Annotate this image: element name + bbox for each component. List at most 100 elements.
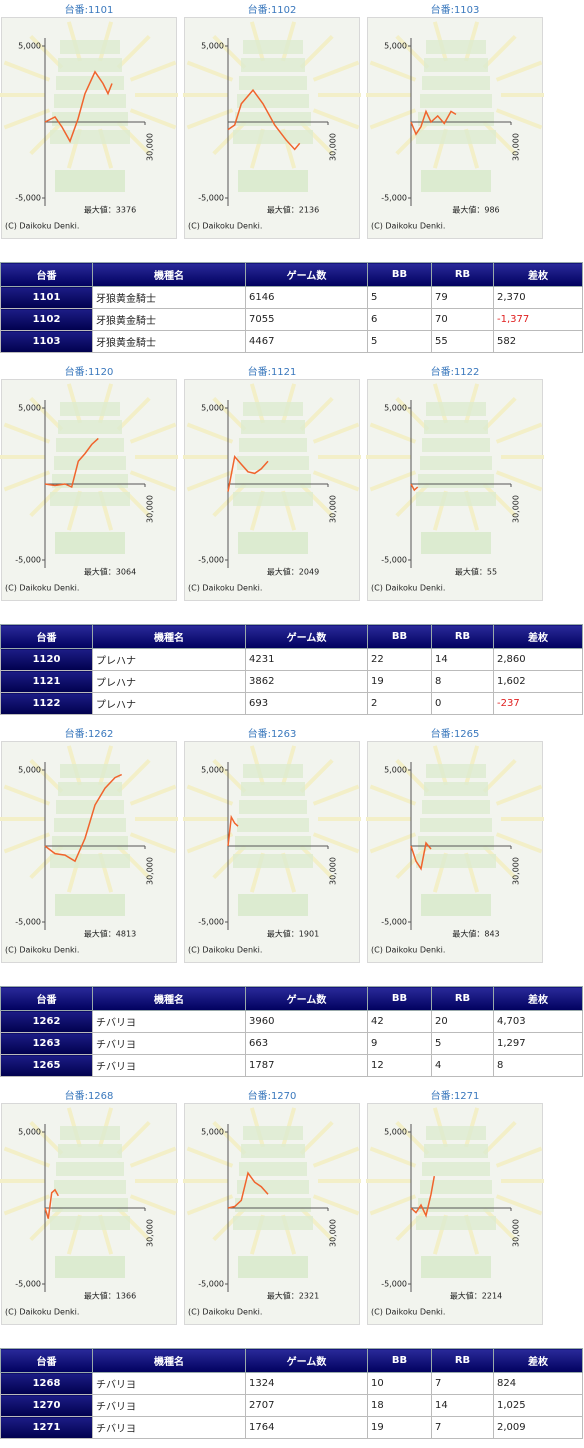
decor-ray [395,34,430,70]
data-table: 台番 機種名 ゲーム数 BB RB 差枚 1268 チバリヨ 1324 10 7 824 1270 チバリ… [0,1348,583,1439]
decor-ray [129,1146,177,1168]
x-tick-label: 30,000 [512,857,521,885]
table-cell: 6 [367,308,432,331]
header-cell: 台番 [0,1348,93,1373]
table-cell: 1764 [245,1416,368,1439]
decor-ray [3,422,51,444]
decor-stand [237,456,309,470]
table-row: 1262 チバリヨ 3960 42 20 4,703 [0,1010,583,1033]
table-row: 1270 チバリヨ 2707 18 14 1,025 [0,1394,583,1417]
table-cell: 牙狼黄金騎士 [92,286,246,309]
decor-ray [29,396,64,432]
decor-ray [212,758,247,794]
decor-ray [212,120,247,156]
header-cell: ゲーム数 [245,1348,368,1373]
table-cell: 7055 [245,308,368,331]
machine-number: 1101 [0,286,93,309]
slump-line [44,437,99,489]
decor-ray [482,482,517,518]
decor-ray [299,1206,334,1242]
decor-stand [237,94,309,108]
graph-title: 台番:1103 [431,3,480,16]
decor-stand [243,402,303,416]
machine-number: 1122 [0,692,93,715]
copyright: (C) Daikoku Denki. [188,1308,262,1317]
decor-ray [482,1120,517,1156]
table-cell: 6146 [245,286,368,309]
decor-stand [243,1126,303,1140]
decor-field [238,532,308,554]
decor-stand [50,130,130,144]
table-row: 1271 チバリヨ 1764 19 7 2,009 [0,1416,583,1439]
machine-number: 1268 [0,1372,93,1395]
decor-stand [424,58,488,72]
slump-line [44,773,123,863]
decor-stand [239,800,307,814]
max-value: 最大値：4813 [84,929,136,939]
copyright: (C) Daikoku Denki. [5,584,79,593]
decor-ray [116,758,151,794]
decor-ray [312,108,360,130]
table-cell: 8 [431,670,494,693]
table-cell: チバリヨ [92,1032,246,1055]
decor-stand [418,474,494,488]
graph-frame [1,17,177,239]
decor-ray [3,470,51,492]
decor-stand [416,130,496,144]
max-value: 最大値：2321 [267,1291,319,1301]
decor-ray [495,108,543,130]
decor-ray [495,1146,543,1168]
header-row: 台番 機種名 ゲーム数 BB RB 差枚 [0,262,583,287]
graph-title: 台番:1268 [65,1089,114,1102]
decor-ray [299,1120,334,1156]
machine-number: 1120 [0,648,93,671]
decor-ray [495,784,543,806]
decor-ray [129,470,177,492]
header-cell: 台番 [0,262,93,287]
table-row: 1101 牙狼黄金騎士 6146 5 79 2,370 [0,286,583,309]
decor-stand [237,1180,309,1194]
decor-stand [422,76,490,90]
graph-frame [184,379,360,601]
slump-line [227,88,301,151]
decor-stand [60,402,120,416]
decor-ray [369,108,417,130]
y-tick-label: -5,000 [15,918,41,927]
decor-stand [56,438,124,452]
y-tick-label: -5,000 [198,556,224,565]
decor-ray [186,784,234,806]
decor-ray [3,1146,51,1168]
decor-ray [186,108,234,130]
decor-stand [241,58,305,72]
decor-stand [420,818,492,832]
decor-ray [299,120,334,156]
decor-ray [186,470,234,492]
decor-field [238,894,308,916]
table-cell: チバリヨ [92,1394,246,1417]
y-tick-label: -5,000 [198,194,224,203]
x-tick-label: 30,000 [329,495,338,523]
graph-frame [184,1103,360,1325]
machine-group: 台番:1262 5,000 -5,000 30,000 最大値：4813 (C) Daik… [0,724,584,1086]
header-cell: 差枚 [493,1348,583,1373]
data-table: 台番 機種名 ゲーム数 BB RB 差枚 1262 チバリヨ 3960 42 20 4,703 1263… [0,986,583,1077]
table-cell: 18 [367,1394,432,1417]
table-cell: 2,370 [493,286,583,309]
header-cell: RB [431,1348,494,1373]
decor-ray [495,1194,543,1216]
decor-stand [241,782,305,796]
header-row: 台番 機種名 ゲーム数 BB RB 差枚 [0,986,583,1011]
decor-stand [416,492,496,506]
decor-ray [482,34,517,70]
decor-ray [129,832,177,854]
table-cell: 20 [431,1010,494,1033]
decor-stand [239,1162,307,1176]
decor-ray [212,34,247,70]
x-tick-label: 30,000 [329,857,338,885]
max-value: 最大値：2214 [450,1291,502,1301]
decor-stand [52,112,128,126]
decor-ray [482,844,517,880]
decor-ray [116,1120,151,1156]
decor-stand [426,764,486,778]
table-cell: チバリヨ [92,1416,246,1439]
